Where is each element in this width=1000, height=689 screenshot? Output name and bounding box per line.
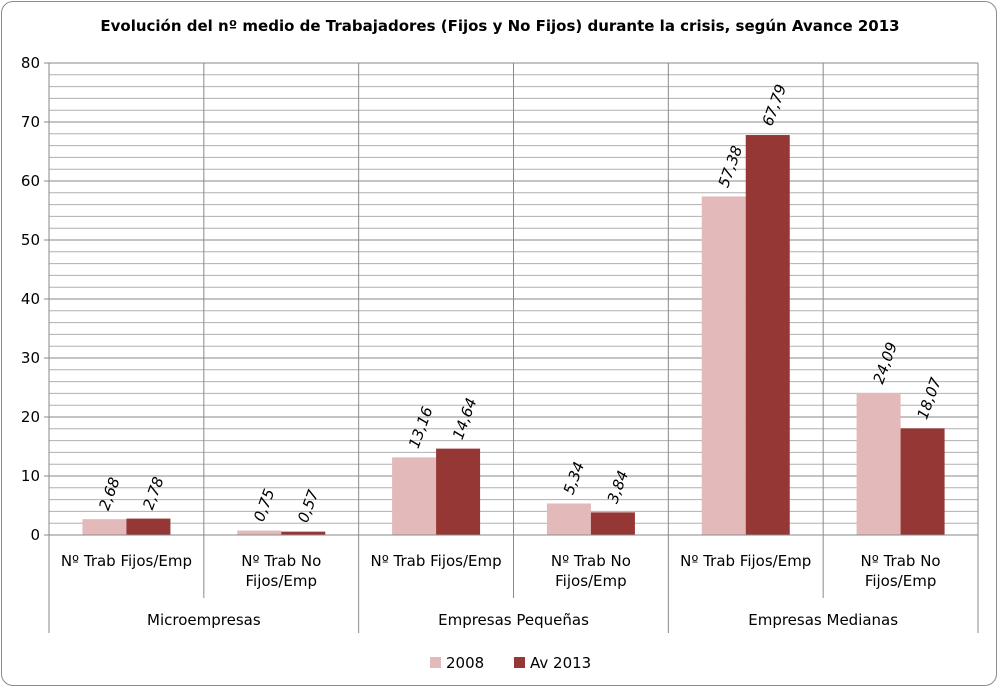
legend-swatch	[430, 657, 441, 668]
data-label: 67,79	[759, 82, 791, 129]
y-tick-label: 0	[30, 526, 40, 544]
y-tick-label: 20	[21, 408, 40, 426]
y-tick-label: 30	[21, 349, 40, 367]
bars	[82, 135, 945, 535]
bar-av-2013	[900, 428, 945, 535]
y-tick-label: 60	[21, 172, 40, 190]
y-tick-label: 70	[21, 113, 40, 131]
category-label: Fijos/Emp	[555, 572, 627, 590]
y-tick-label: 10	[21, 467, 40, 485]
bar-2008	[392, 457, 437, 535]
group-label: Empresas Pequeñas	[438, 611, 589, 629]
y-tick-label: 50	[21, 231, 40, 249]
category-label: Nº Trab No	[241, 552, 321, 570]
data-label: 57,38	[715, 143, 747, 190]
data-label: 0,75	[250, 486, 278, 524]
bar-2008	[701, 196, 746, 535]
bar-av-2013	[281, 531, 326, 535]
legend: 2008 Av 2013	[430, 654, 591, 672]
bar-2008	[856, 392, 901, 535]
bar-2008	[237, 530, 282, 535]
legend-swatch	[514, 657, 525, 668]
group-label: Empresas Medianas	[748, 611, 898, 629]
legend-label: Av 2013	[530, 654, 591, 672]
category-label: Nº Trab No	[551, 552, 631, 570]
category-label: Nº Trab Fijos/Emp	[680, 552, 811, 570]
category-label: Nº Trab Fijos/Emp	[370, 552, 501, 570]
bar-2008	[546, 503, 591, 535]
legend-label: 2008	[446, 654, 484, 672]
bar-2008	[82, 519, 127, 535]
data-label: 2,78	[139, 474, 167, 512]
bar-av-2013	[436, 448, 481, 535]
bar-av-2013	[590, 512, 635, 535]
data-label: 5,34	[560, 459, 588, 497]
group-label: Microempresas	[147, 611, 261, 629]
category-label: Fijos/Emp	[865, 572, 937, 590]
bar-av-2013	[745, 135, 790, 535]
category-label: Fijos/Emp	[245, 572, 317, 590]
y-tick-label: 40	[21, 290, 40, 308]
data-label: 0,57	[294, 487, 322, 525]
data-label: 14,64	[449, 395, 481, 442]
bar-av-2013	[126, 518, 171, 535]
category-label: Nº Trab No	[861, 552, 941, 570]
axes: 0 10 20 30 40 50 60 70 80 Nº Trab Fijos/Emp Nº Tra…	[21, 54, 979, 633]
data-label: 2,68	[95, 475, 123, 513]
data-label: 13,16	[405, 404, 437, 451]
category-label: Nº Trab Fijos/Emp	[61, 552, 192, 570]
y-tick-label: 80	[21, 54, 40, 72]
chart-title: Evolución del nº medio de Trabajadores (…	[100, 17, 899, 35]
